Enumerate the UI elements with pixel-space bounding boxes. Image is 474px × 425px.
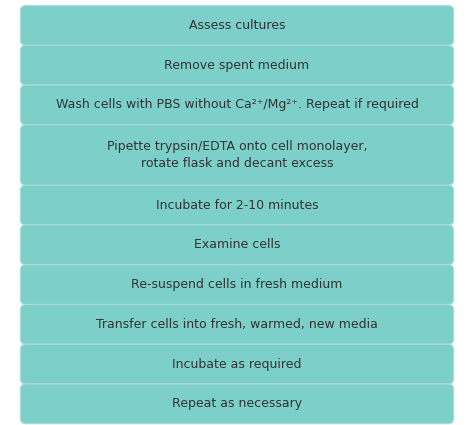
Text: Wash cells with PBS without Ca²⁺/Mg²⁺. Repeat if required: Wash cells with PBS without Ca²⁺/Mg²⁺. R… [55, 99, 419, 111]
FancyBboxPatch shape [20, 344, 454, 384]
Text: Repeat as necessary: Repeat as necessary [172, 397, 302, 411]
FancyBboxPatch shape [20, 304, 454, 344]
Text: Remove spent medium: Remove spent medium [164, 59, 310, 72]
FancyBboxPatch shape [20, 265, 454, 304]
FancyBboxPatch shape [20, 384, 454, 424]
FancyBboxPatch shape [20, 225, 454, 265]
Text: Pipette trypsin/EDTA onto cell monolayer,
rotate flask and decant excess: Pipette trypsin/EDTA onto cell monolayer… [107, 140, 367, 170]
Text: Examine cells: Examine cells [194, 238, 280, 251]
Text: Incubate as required: Incubate as required [172, 357, 302, 371]
Text: Transfer cells into fresh, warmed, new media: Transfer cells into fresh, warmed, new m… [96, 318, 378, 331]
FancyBboxPatch shape [20, 85, 454, 125]
FancyBboxPatch shape [20, 45, 454, 85]
FancyBboxPatch shape [20, 6, 454, 45]
Text: Assess cultures: Assess cultures [189, 19, 285, 32]
Text: Incubate for 2-10 minutes: Incubate for 2-10 minutes [155, 198, 319, 212]
FancyBboxPatch shape [20, 185, 454, 225]
Text: Re-suspend cells in fresh medium: Re-suspend cells in fresh medium [131, 278, 343, 291]
FancyBboxPatch shape [20, 125, 454, 185]
